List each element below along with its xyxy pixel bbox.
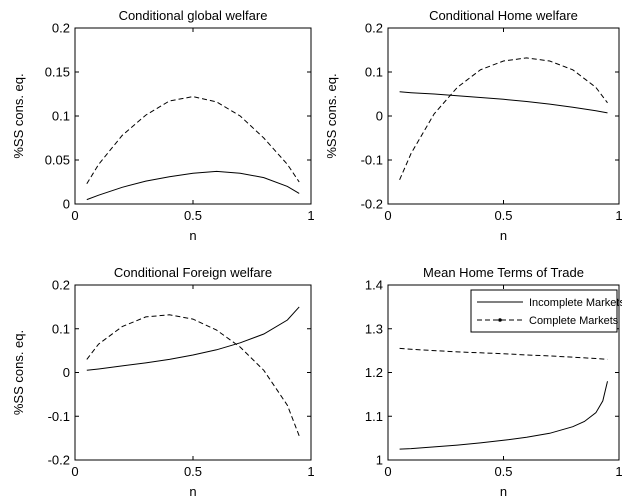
y-axis-label: %SS cons. eq. bbox=[324, 73, 339, 158]
chart-panel-4: 0 0.5 1 1 1.1 1.2 1.3 1.4 Mean Home Terms of Tra… bbox=[365, 265, 622, 499]
y-tick-label: 1.4 bbox=[365, 278, 383, 293]
chart-title: Conditional Home welfare bbox=[429, 8, 578, 23]
y-tick-label: 0.2 bbox=[365, 21, 383, 36]
y-tick-label: -0.1 bbox=[48, 409, 70, 424]
plot-frame bbox=[387, 27, 620, 205]
chart-title: Conditional global welfare bbox=[119, 8, 268, 23]
y-tick-label: 1.2 bbox=[365, 365, 383, 380]
x-axis-label: n bbox=[189, 228, 196, 243]
y-tick-label: 0.2 bbox=[52, 278, 70, 293]
x-axis-label: n bbox=[500, 484, 507, 499]
legend: Incomplete Markets Complete Markets bbox=[470, 289, 622, 333]
series-line-dashed bbox=[399, 347, 608, 360]
y-tick-label: 1.3 bbox=[365, 321, 383, 336]
x-tick-label: 1 bbox=[615, 464, 622, 479]
series-line-dashed bbox=[86, 314, 300, 437]
legend-box bbox=[470, 289, 618, 333]
x-tick-label: 1 bbox=[307, 208, 314, 223]
chart-panel-1: 0 0.5 1 0 0.05 0.1 0.15 0.2 Conditional global w… bbox=[11, 8, 315, 243]
y-tick-label: 0 bbox=[63, 197, 70, 212]
y-tick-label: 0.2 bbox=[52, 21, 70, 36]
legend-entry: Complete Markets bbox=[529, 315, 619, 327]
x-tick-label: 1 bbox=[615, 208, 622, 223]
chart-title: Mean Home Terms of Trade bbox=[423, 265, 584, 280]
x-axis-label: n bbox=[189, 484, 196, 499]
series-line-dashed bbox=[399, 57, 608, 180]
chart-panel-2: 0 0.5 1 -0.2 -0.1 0 0.1 0.2 Conditional Home wel… bbox=[324, 8, 622, 243]
y-tick-label: 1.1 bbox=[365, 409, 383, 424]
chart-panel-3: 0 0.5 1 -0.2 -0.1 0 0.1 0.2 Conditional Foreign … bbox=[11, 265, 315, 499]
y-tick-label: 0 bbox=[63, 365, 70, 380]
x-tick-label: 0 bbox=[71, 464, 78, 479]
plot-frame bbox=[74, 27, 312, 205]
chart-title: Conditional Foreign welfare bbox=[114, 265, 272, 280]
x-tick-label: 0.5 bbox=[494, 464, 512, 479]
y-tick-label: -0.2 bbox=[48, 453, 70, 468]
y-tick-label: 0 bbox=[376, 109, 383, 124]
y-axis-label: %SS cons. eq. bbox=[11, 330, 26, 415]
y-tick-label: -0.2 bbox=[361, 197, 383, 212]
series-line-solid bbox=[399, 381, 608, 450]
x-tick-label: 0 bbox=[71, 208, 78, 223]
y-tick-label: 0.15 bbox=[45, 65, 70, 80]
series-line-solid bbox=[399, 91, 608, 114]
x-axis-label: n bbox=[500, 228, 507, 243]
series-line-solid bbox=[86, 170, 300, 201]
y-tick-label: 0.05 bbox=[45, 153, 70, 168]
x-tick-label: 0 bbox=[384, 464, 391, 479]
x-tick-label: 0.5 bbox=[494, 208, 512, 223]
y-tick-label: 0.1 bbox=[52, 321, 70, 336]
series-line-solid bbox=[86, 306, 300, 371]
y-tick-label: 0.1 bbox=[365, 65, 383, 80]
x-tick-label: 0.5 bbox=[184, 208, 202, 223]
y-tick-label: 1 bbox=[376, 453, 383, 468]
x-tick-label: 0 bbox=[384, 208, 391, 223]
y-tick-label: 0.1 bbox=[52, 109, 70, 124]
y-tick-label: -0.1 bbox=[361, 153, 383, 168]
plot-frame bbox=[74, 284, 312, 461]
series-line-dashed bbox=[86, 96, 300, 185]
y-axis-label: %SS cons. eq. bbox=[11, 73, 26, 158]
x-tick-label: 0.5 bbox=[184, 464, 202, 479]
legend-entry: Incomplete Markets bbox=[529, 297, 622, 309]
x-tick-label: 1 bbox=[307, 464, 314, 479]
legend-marker bbox=[498, 318, 502, 322]
